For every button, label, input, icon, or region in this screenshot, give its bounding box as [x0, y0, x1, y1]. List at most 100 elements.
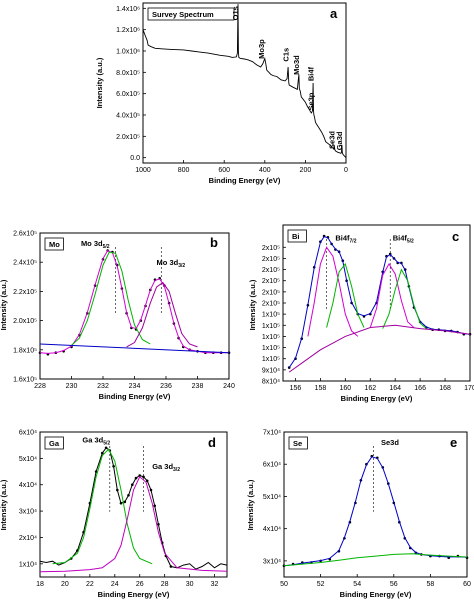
panel-d: 18 20 22 24 26 28 30 32 1x10⁴ 2x10⁴ 3x10⁴ 4x10⁴ 5x10… [0, 430, 228, 599]
panel-e: 50 52 54 56 58 60 3x10⁴ 4x10⁴ 5x10⁴ 6x10⁴ 7x10⁴ Bin… [246, 430, 471, 600]
plot-frame [142, 2, 347, 164]
x-tick-label: 50 [280, 581, 288, 588]
peak-label-subscript: 5/2 [407, 239, 414, 245]
y-axis-label: Intensity (a.u.) [0, 479, 8, 530]
panel-letter: b [210, 235, 218, 250]
element-tag-text: Ga [49, 439, 60, 448]
x-tick-label: 52 [317, 581, 325, 588]
x-tick-label: 60 [463, 581, 471, 588]
panel-a: 1000 800 600 400 200 0 0.0 2.0x10⁵ 4.0x10⁵ 6.0x10… [95, 2, 348, 185]
y-tick-label: 1.0x10⁶ [116, 49, 140, 56]
x-tick-label: 156 [290, 385, 302, 392]
y-tick-label: 2.2x10⁵ [13, 289, 37, 296]
x-tick-label: 54 [353, 581, 361, 588]
series-line-0 [39, 447, 228, 570]
y-tick-label: 1x10⁵ [262, 312, 280, 319]
element-tag-text: Mo [49, 240, 60, 249]
element-tag-text: Survey Spectrum [152, 10, 214, 19]
peak-label: Mo 3d5/2 [81, 239, 110, 250]
x-axis-label: Binding Energy (eV) [340, 590, 412, 599]
x-tick-label: 18 [36, 581, 44, 588]
y-tick-label: 1x10⁵ [262, 356, 280, 363]
series-line-2 [283, 553, 468, 567]
data-point [112, 465, 115, 468]
panel-letter: c [452, 229, 459, 244]
data-point [138, 474, 141, 477]
x-tick-label: 238 [192, 383, 204, 390]
data-point [123, 500, 127, 504]
x-tick-label: 58 [427, 581, 435, 588]
element-tag-box [288, 436, 308, 450]
peak-label: Bi4f7/2 [335, 234, 356, 245]
data-point [169, 565, 173, 568]
x-tick-label: 240 [223, 383, 235, 390]
data-point [94, 470, 98, 473]
y-tick-label: 0.0 [130, 155, 140, 162]
y-tick-label: 4.0x10⁵ [116, 113, 140, 120]
x-tick-label: 26 [136, 581, 144, 588]
peak-label: C1s [282, 48, 291, 62]
peak-label: Se3p [307, 92, 316, 110]
y-tick-label: 2x10⁵ [262, 289, 280, 296]
x-tick-label: 20 [61, 581, 69, 588]
y-tick-label: 2.4x10⁵ [13, 260, 37, 267]
element-tag-box [287, 229, 307, 243]
y-axis-label: Intensity (a.u.) [248, 279, 257, 330]
data-point [116, 488, 119, 492]
y-tick-label: 1x10⁵ [262, 323, 280, 330]
x-tick-label: 600 [218, 167, 230, 174]
series-line-1 [288, 236, 471, 368]
y-tick-label: 5x10⁴ [19, 456, 37, 463]
y-tick-label: 1.6x10⁵ [13, 377, 37, 384]
y-tick-label: 6.0x10⁵ [116, 91, 140, 98]
peak-label: Ga3d [335, 131, 344, 150]
y-tick-label: 7x10⁴ [263, 430, 281, 437]
y-tick-label: 9x10⁴ [262, 367, 280, 374]
data-point [145, 479, 149, 483]
y-tick-label: 1.2x10⁶ [116, 27, 140, 34]
x-tick-label: 32 [211, 581, 219, 588]
series-line-2 [52, 448, 153, 565]
peak-label-subscript: 5/2 [103, 244, 110, 250]
x-tick-label: 166 [414, 385, 426, 392]
series-line-2 [71, 251, 151, 346]
x-tick-label: 24 [111, 581, 119, 588]
x-axis-label: Binding Energy (eV) [98, 590, 170, 599]
y-tick-label: 1x10⁵ [262, 345, 280, 352]
x-tick-label: 170 [464, 385, 474, 392]
plot-frame [39, 431, 228, 578]
data-point [142, 475, 145, 479]
y-tick-label: 1x10⁴ [19, 561, 37, 568]
panel-c: 156 158 160 162 164 166 168 170 8x10⁴ 9x10⁴ 1x10⁵ 1… [248, 224, 474, 403]
panel-letter: a [330, 6, 338, 21]
data-point [101, 451, 104, 455]
y-tick-label: 2x10⁵ [262, 301, 280, 308]
peak-label: Ga 3d3/2 [152, 462, 180, 473]
y-tick-label: 4x10⁴ [263, 526, 281, 533]
x-tick-label: 162 [364, 385, 376, 392]
peak-label-subscript: 3/2 [178, 263, 185, 269]
peak-label: Mo3d [292, 55, 301, 75]
x-tick-label: 0 [344, 167, 348, 174]
y-tick-label: 2x10⁵ [262, 278, 280, 285]
y-tick-label: 1x10⁵ [262, 334, 280, 341]
data-point [119, 501, 123, 505]
x-tick-label: 30 [186, 581, 194, 588]
data-point [157, 523, 160, 526]
x-tick-label: 234 [129, 383, 141, 390]
peak-label: Bi4f5/2 [393, 234, 414, 245]
x-axis-label: Binding Energy (eV) [209, 176, 281, 185]
peak-label: O1s [231, 6, 240, 20]
element-tag-box [44, 436, 64, 450]
y-tick-label: 1.4x10⁶ [116, 6, 140, 13]
x-tick-label: 158 [315, 385, 327, 392]
peak-label: Ga 3d5/2 [82, 436, 110, 447]
series-line-3 [39, 475, 228, 573]
y-tick-label: 2.6x10⁵ [13, 231, 37, 238]
y-tick-label: 2x10⁵ [262, 245, 280, 252]
plot-frame [39, 232, 230, 380]
series-line-0 [142, 4, 347, 159]
plot-frame [283, 431, 468, 578]
y-tick-label: 3x10⁴ [19, 509, 37, 516]
